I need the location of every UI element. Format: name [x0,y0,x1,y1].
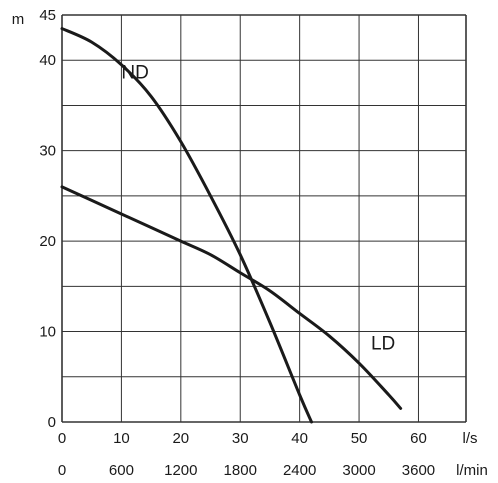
x-tick-label-primary: 60 [410,430,427,447]
grid [61,14,467,423]
y-unit-label: m [12,11,25,28]
x-tick-label-secondary: 0 [58,462,66,479]
y-tick-label: 10 [39,324,56,341]
x-tick-label-secondary: 600 [109,462,134,479]
x-tick-label-primary: 40 [291,430,308,447]
x-tick-label-secondary: 3600 [402,462,435,479]
y-tick-label: 30 [39,143,56,160]
x-tick-label-secondary: 1200 [164,462,197,479]
x-tick-label-primary: 50 [351,430,368,447]
series-line-ld [60,185,403,410]
x-tick-label-secondary: 1800 [224,462,257,479]
x-tick-label-primary: 0 [58,430,66,447]
x-tick-label-secondary: 2400 [283,462,316,479]
series-labels: ND LD [121,62,395,354]
y-tick-label: 20 [39,233,56,250]
series-layer [60,27,403,424]
series-label-ld: LD [371,334,395,355]
x-unit-primary-label: l/s [463,430,478,447]
x-tick-label-primary: 20 [172,430,189,447]
x-tick-label-secondary: 3000 [342,462,375,479]
y-tick-label: 0 [48,414,56,431]
y-tick-label: 45 [39,7,56,24]
series-label-nd: ND [121,62,148,83]
x-tick-label-primary: 30 [232,430,249,447]
series-line-nd [60,27,314,424]
x-unit-secondary-label: l/min [456,462,488,479]
y-tick-label: 40 [39,52,56,69]
x-tick-label-primary: 10 [113,430,130,447]
